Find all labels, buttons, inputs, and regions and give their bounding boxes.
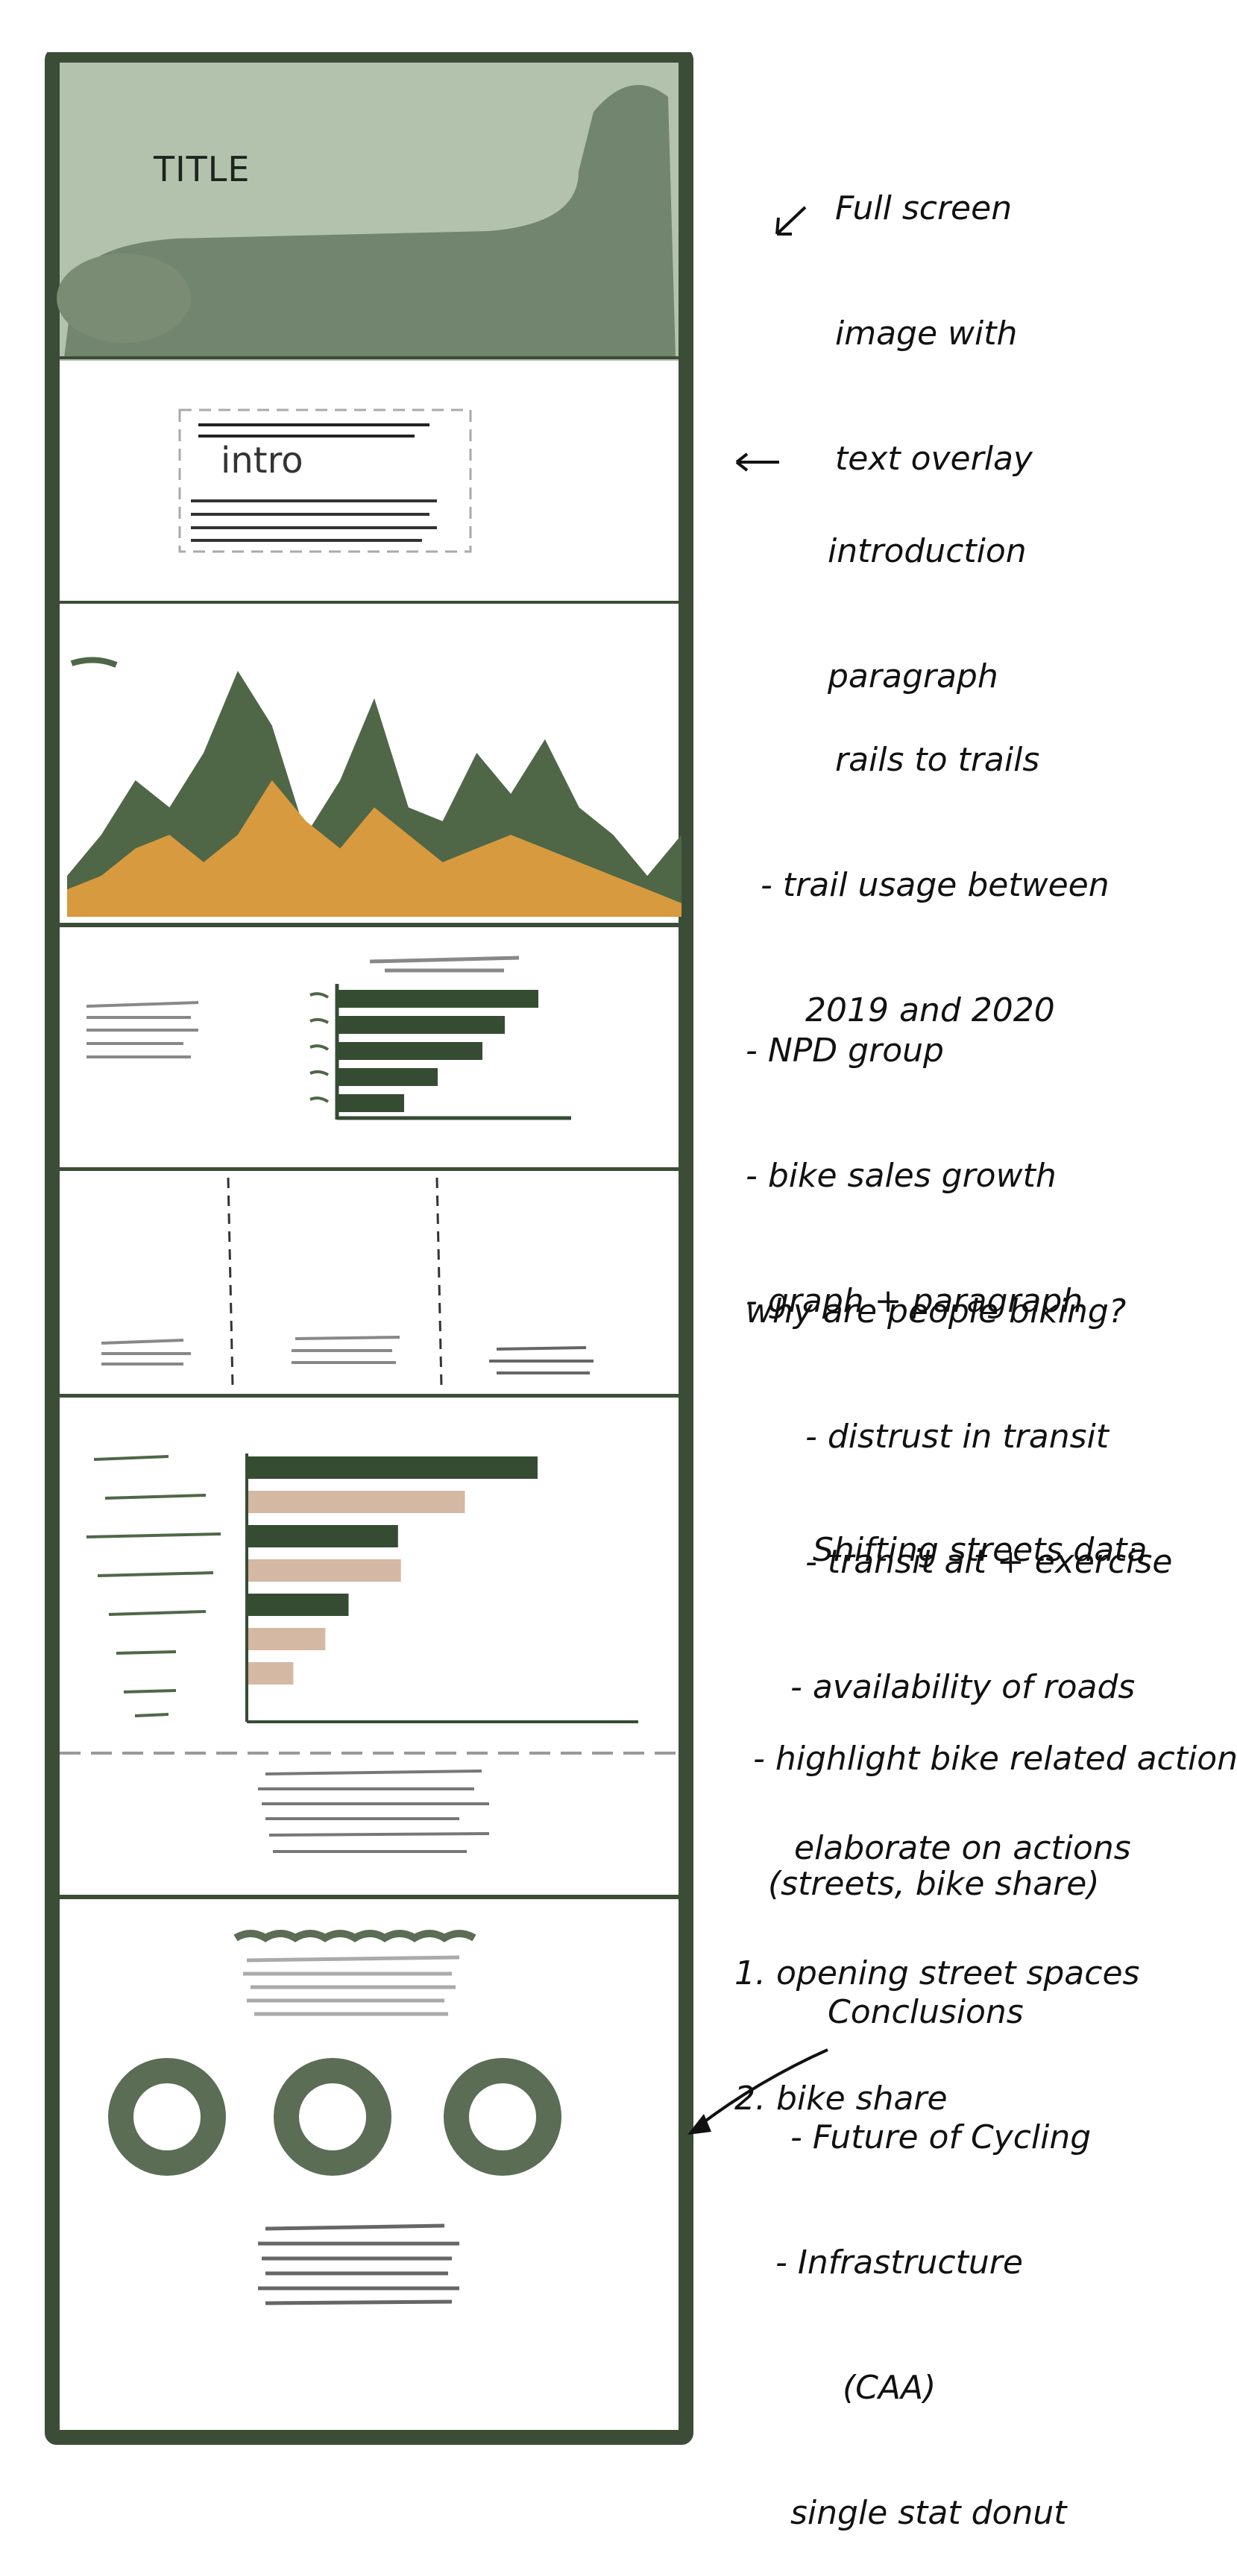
- outer-frame: [45, 52, 693, 2445]
- why-column-3-scribble: [489, 1346, 594, 1374]
- annotation-line: - bike sales growth: [746, 1157, 1057, 1195]
- annotation-line: - transit alt + exercise: [805, 1543, 1173, 1581]
- section-divider: [60, 923, 679, 927]
- shifting-bar: [247, 1662, 294, 1685]
- annotation-line: - trail usage between: [761, 866, 1109, 904]
- annotation-line: introduction: [828, 532, 1027, 570]
- shifting-bar: [247, 1491, 465, 1513]
- annotation-line: - NPD group: [746, 1032, 944, 1070]
- intro-scribble-bottom: [191, 499, 437, 542]
- annotation-line: Shifting streets data: [813, 1531, 1148, 1569]
- hero-image-blob: [57, 253, 191, 343]
- area-series-trail-usage-2020: [67, 780, 682, 917]
- shifting-section: [60, 1453, 679, 1755]
- annotation-line: elaborate on actions: [794, 1829, 1131, 1867]
- intro-section: [60, 408, 679, 604]
- annotation-elaborate: elaborate on actions 1. opening street s…: [734, 1744, 1139, 2162]
- annotation-line: paragraph: [828, 657, 998, 695]
- why-column-1-scribble: [101, 1339, 191, 1366]
- npd-bar: [337, 1068, 438, 1086]
- hero-title-label: TITLE: [154, 149, 251, 189]
- annotation-line: - graph + paragraph: [746, 1282, 1083, 1320]
- annotation-hero: Full screen image with text overlay: [835, 104, 1033, 522]
- wireframe-column: TITLE intro: [42, 52, 698, 2445]
- npd-paragraph-scribble: [86, 1001, 199, 1058]
- npd-bar: [337, 1042, 482, 1060]
- npd-section: [60, 956, 679, 1171]
- arrow-left-icon: [735, 452, 779, 472]
- annotation-why-title: why are people biking?: [746, 1292, 1127, 1330]
- section-divider: [60, 1167, 679, 1171]
- annotation-line: - Future of Cycling: [790, 2118, 1092, 2156]
- annotation-intro: introduction paragraph: [828, 447, 1027, 739]
- elaborate-paragraph-scribble: [258, 1770, 490, 1853]
- annotation-line: single stat donut: [790, 2494, 1067, 2532]
- section-divider: [60, 1394, 679, 1398]
- annotation-npd: - NPD group - bike sales growth - graph …: [746, 947, 1083, 1364]
- shifting-bars: [247, 1456, 538, 1685]
- annotation-line: Conclusions: [828, 1993, 1024, 2031]
- shifting-bar: [247, 1628, 326, 1650]
- arrow-icon: [775, 206, 807, 236]
- section-divider: [60, 356, 679, 359]
- annotation-line: image with: [835, 315, 1018, 353]
- npd-bar: [337, 1016, 505, 1034]
- shifting-bar: [247, 1559, 401, 1582]
- npd-chart-title-scribble: [369, 956, 520, 973]
- shifting-bar: [247, 1525, 398, 1547]
- annotation-why: why are people biking? - distrust in tra…: [746, 1208, 1172, 1750]
- npd-bar: [337, 1094, 404, 1112]
- annotation-line: - availability of roads: [790, 1668, 1136, 1706]
- npd-bar: [337, 990, 538, 1008]
- column-divider: [435, 1177, 443, 1387]
- annotation-line: Full screen: [835, 189, 1013, 227]
- shifting-bar: [247, 1456, 538, 1479]
- annotation-rails: rails to trails - trail usage between 20…: [761, 656, 1109, 1073]
- section-divider: [60, 601, 679, 604]
- annotation-line: text overlay: [835, 440, 1033, 478]
- hero-section: [57, 63, 679, 361]
- why-column-2-scribble: [292, 1336, 400, 1364]
- arrow-to-donuts-icon: [687, 2048, 828, 2135]
- rails-section: [60, 657, 682, 927]
- intro-scribble-top: [198, 423, 429, 438]
- section-divider: [60, 1895, 679, 1899]
- annotation-line: (streets, bike share): [768, 1865, 1100, 1903]
- conclusions-section: [108, 1930, 561, 2305]
- conclusions-heading-scribble: [233, 1930, 476, 1942]
- hero-image-shape: [64, 85, 676, 358]
- why-section: [60, 1177, 679, 1398]
- shifting-bar: [247, 1594, 349, 1616]
- annotation-line: - distrust in transit: [805, 1418, 1109, 1456]
- annotation-conclusions: Conclusions - Future of Cycling - Infras…: [775, 1908, 1091, 2576]
- annotation-line: 2019 and 2020: [805, 991, 1055, 1029]
- donut-stat-1: [108, 2058, 226, 2176]
- wireframe-drawing: [45, 52, 693, 2445]
- shifting-category-scribbles: [86, 1455, 221, 1717]
- donut-stat-2: [274, 2058, 391, 2176]
- annotation-line: (CAA): [843, 2369, 937, 2407]
- annotation-line: - highlight bike related actions: [753, 1740, 1237, 1778]
- npd-bars: [337, 990, 538, 1112]
- donut-stat-3: [444, 2058, 561, 2176]
- annotation-shifting: Shifting streets data - highlight bike r…: [753, 1446, 1237, 1947]
- npd-category-scribbles: [309, 992, 330, 1103]
- conclusions-paragraph-scribble: [243, 1955, 460, 2016]
- annotation-line: 1. opening street spaces: [734, 1954, 1140, 1992]
- annotation-line: - Infrastructure: [775, 2244, 1023, 2282]
- closing-paragraph-scribble: [258, 2223, 459, 2305]
- annotation-line: rails to trails: [835, 741, 1040, 779]
- elaborate-section: [60, 1770, 679, 1899]
- rails-heading-scribble: [70, 657, 118, 668]
- intro-label: intro: [221, 440, 303, 482]
- intro-box: [178, 408, 472, 553]
- column-divider: [227, 1177, 234, 1387]
